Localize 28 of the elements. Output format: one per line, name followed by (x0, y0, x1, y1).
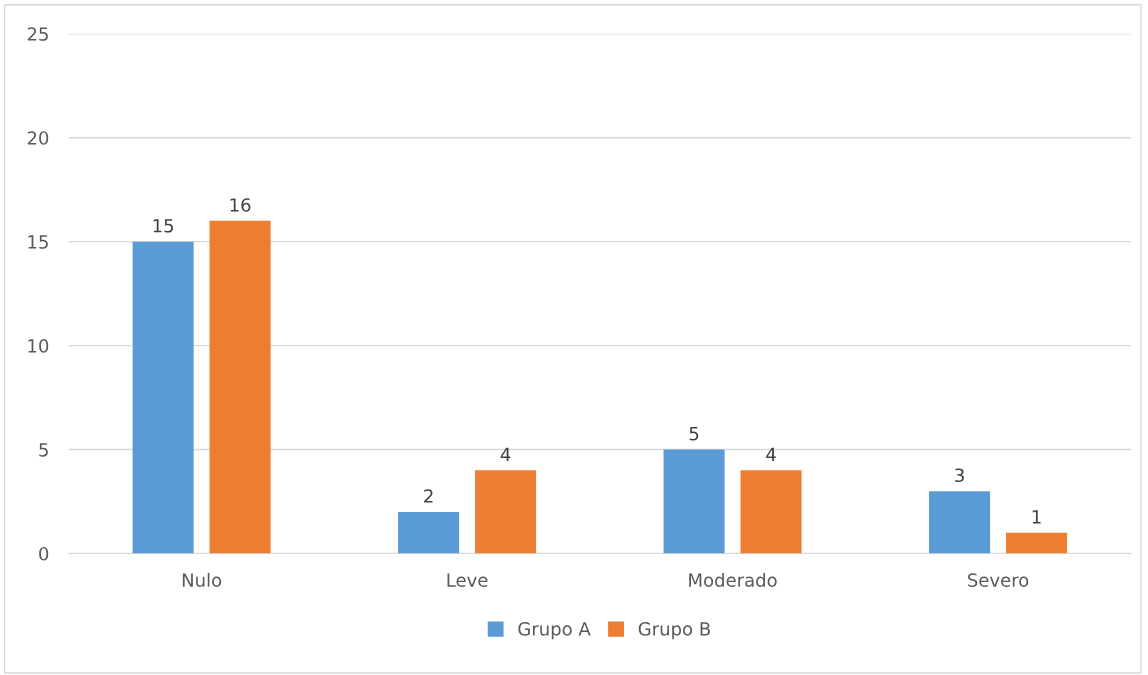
legend-label: Grupo A (518, 622, 591, 640)
data-label: 5 (689, 427, 699, 441)
data-label: 4 (766, 447, 776, 462)
x-tick-label: Moderado (689, 572, 777, 587)
data-label: 1 (1032, 510, 1041, 524)
bar (929, 491, 991, 554)
data-label: 2 (424, 489, 433, 503)
y-tick-label: 5 (39, 443, 48, 457)
bar (740, 470, 802, 554)
legend-label: Grupo B (638, 622, 710, 640)
x-tick-label: Nulo (182, 572, 222, 587)
bar (132, 241, 194, 554)
data-label: 3 (955, 468, 964, 483)
data-label: 4 (500, 447, 511, 462)
bar (475, 470, 537, 554)
x-tick-label: Leve (447, 573, 488, 587)
data-label: 15 (153, 219, 174, 233)
bar (663, 449, 725, 554)
y-tick-label: 15 (28, 235, 48, 249)
bar (209, 220, 271, 554)
y-tick-label: 10 (28, 339, 49, 353)
y-tick-label: 0 (39, 546, 49, 561)
bar (398, 511, 460, 554)
x-tick-label: Severo (968, 573, 1029, 587)
y-tick-label: 20 (27, 131, 49, 145)
bar (1006, 532, 1068, 554)
data-label: 16 (230, 198, 251, 212)
y-tick-label: 25 (27, 27, 48, 41)
